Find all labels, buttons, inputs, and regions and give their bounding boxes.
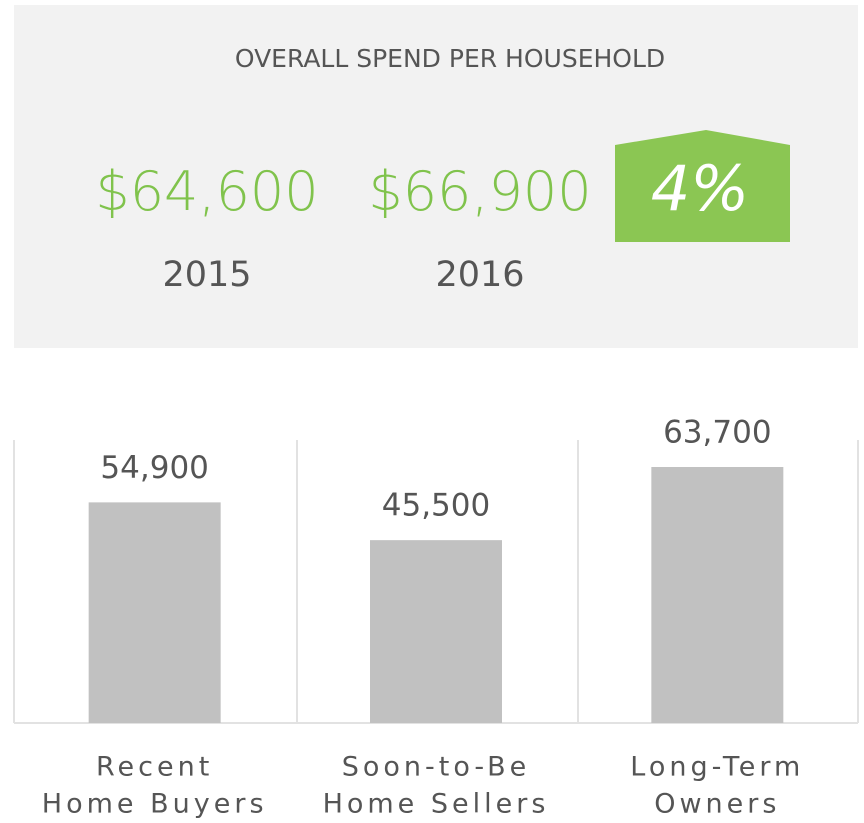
- summary-title: OVERALL SPEND PER HOUSEHOLD: [235, 44, 665, 73]
- value-label: 45,500: [382, 488, 490, 524]
- value-2016: $66,900: [368, 160, 591, 223]
- category-label: Recent: [96, 752, 213, 783]
- value-2015: $64,600: [95, 160, 318, 223]
- category-label: Home Buyers: [42, 789, 268, 820]
- bar: [651, 467, 784, 723]
- category-label: Owners: [654, 789, 780, 820]
- category-label: Home Sellers: [323, 789, 550, 820]
- category-label: Long-Term: [630, 752, 804, 783]
- change-value: 4%: [651, 152, 749, 225]
- bar: [370, 540, 502, 723]
- year-2015: 2015: [162, 255, 251, 295]
- year-2016: 2016: [435, 255, 524, 295]
- change-badge: [615, 130, 790, 242]
- category-label: Soon-to-Be: [342, 752, 531, 783]
- value-label: 63,700: [663, 415, 771, 451]
- value-label: 54,900: [100, 450, 208, 486]
- bar: [88, 502, 221, 723]
